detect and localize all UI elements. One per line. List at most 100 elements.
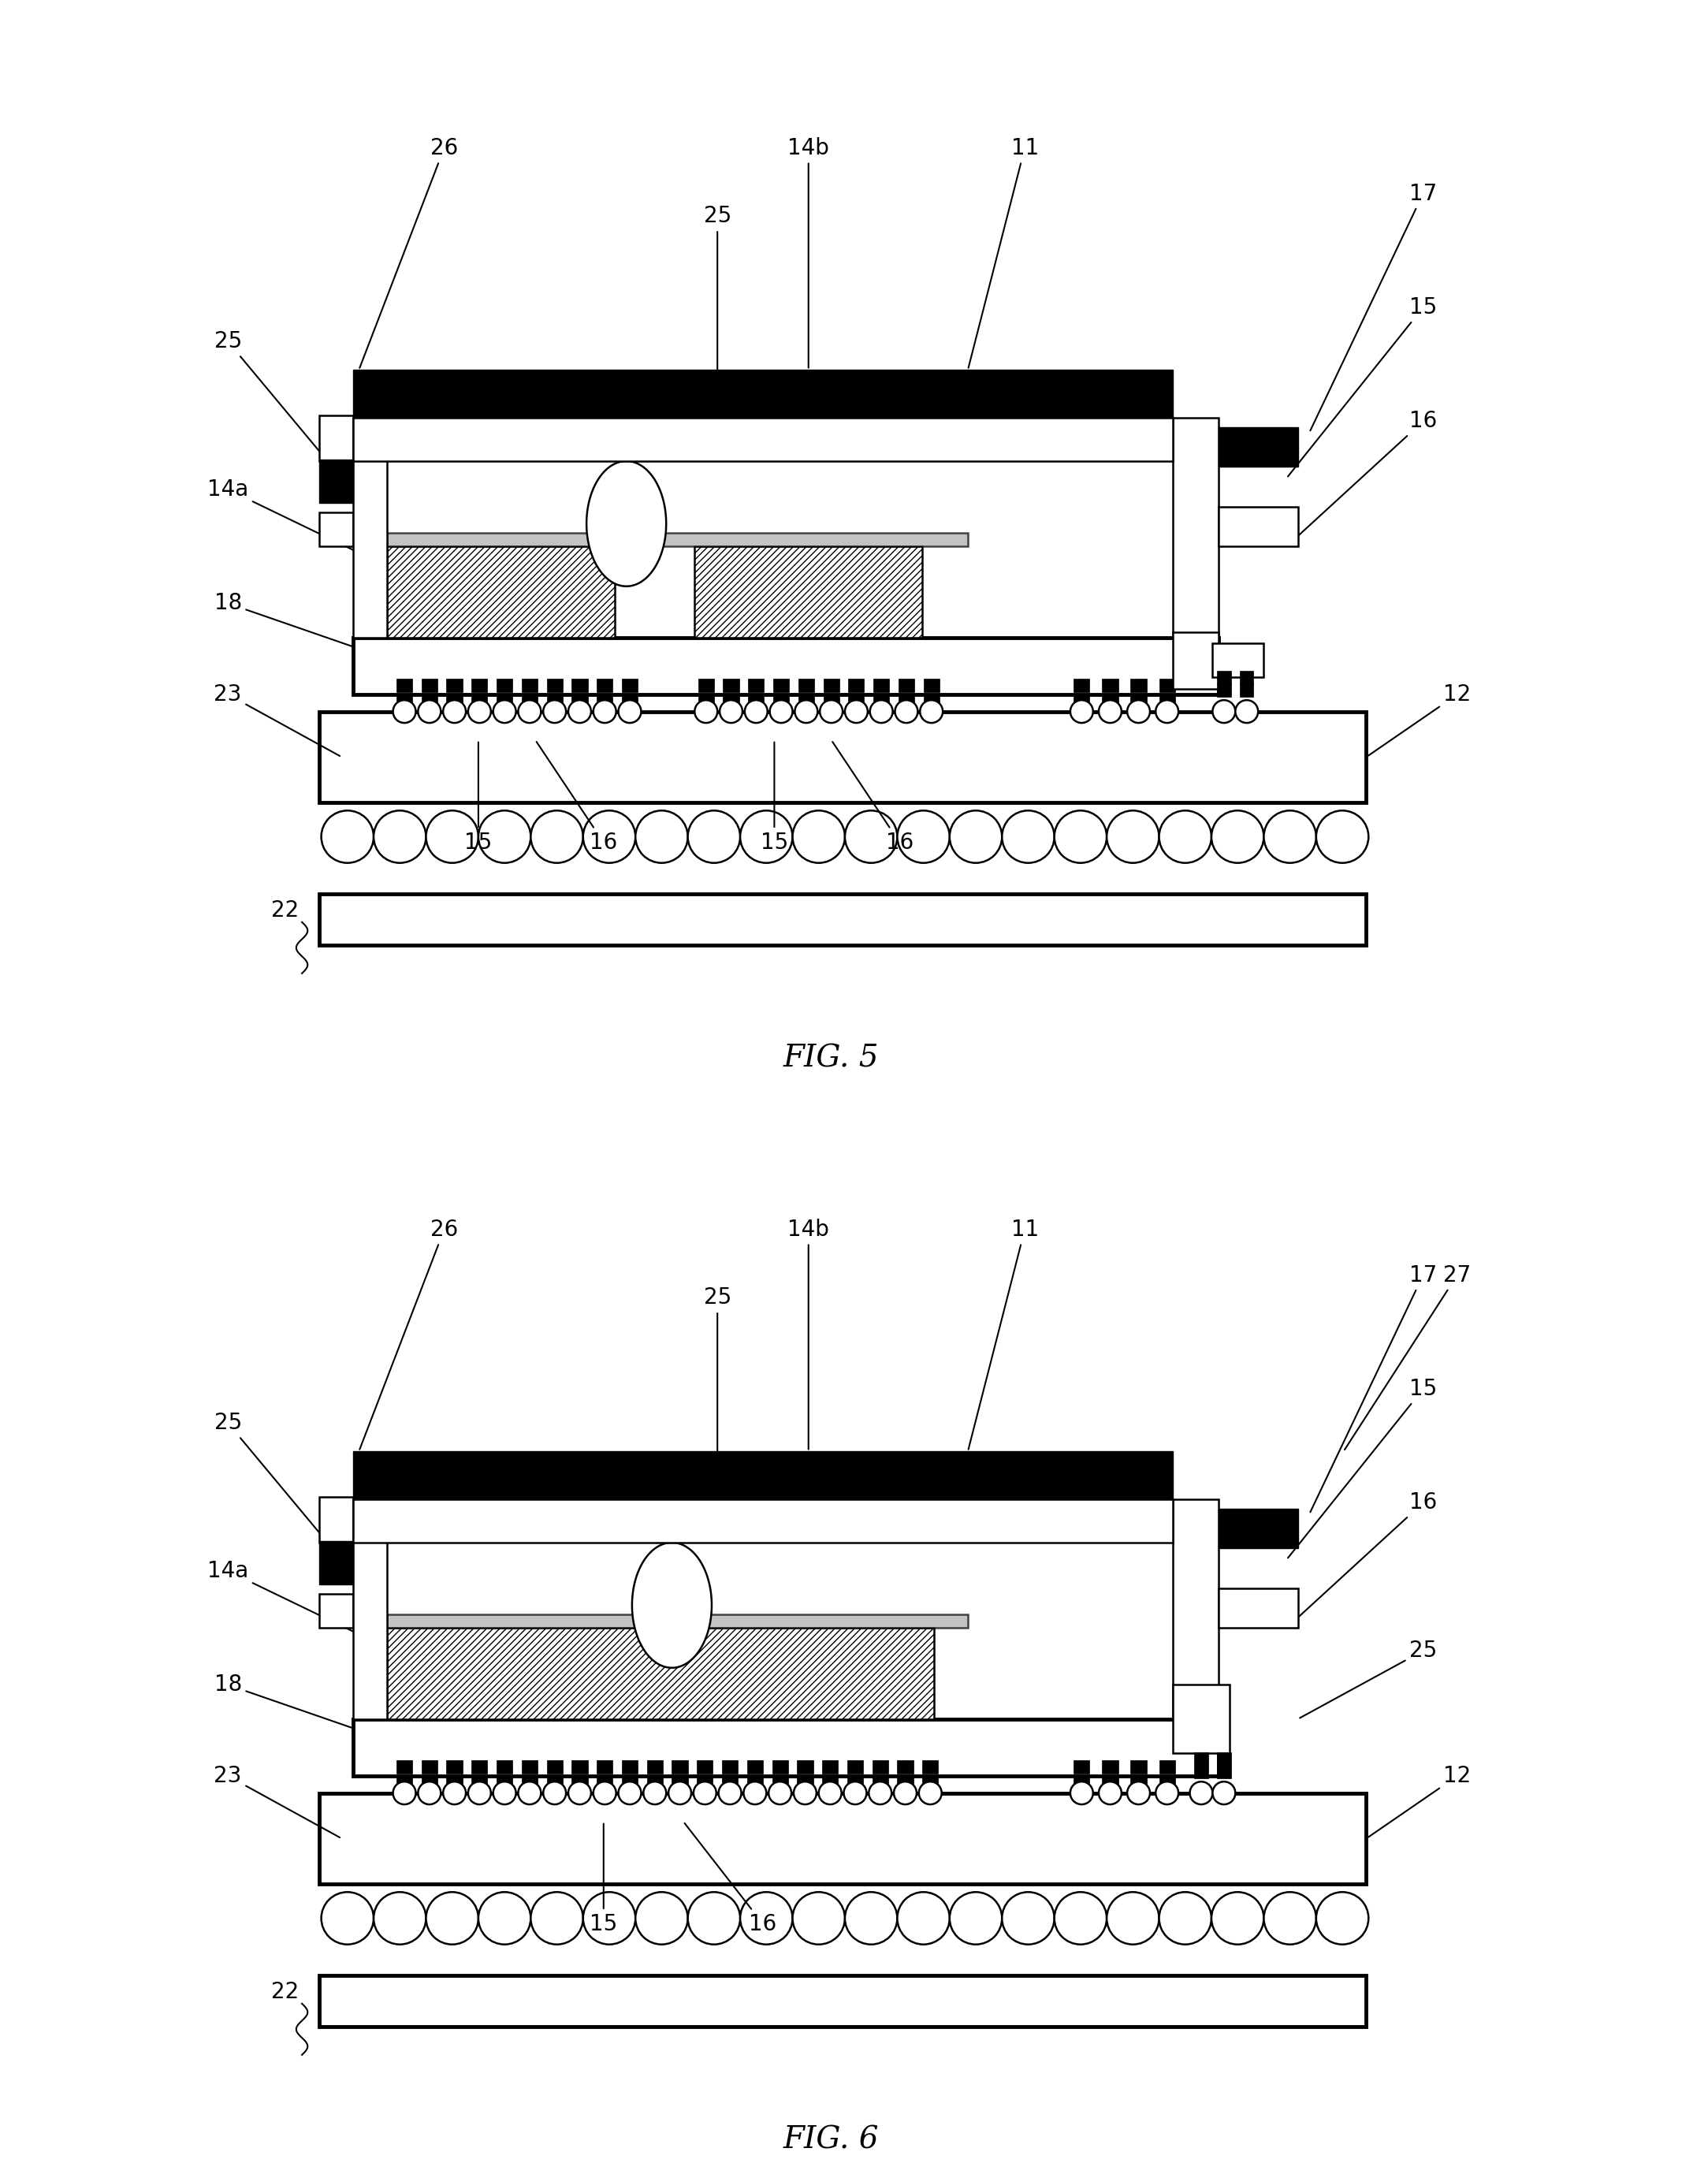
Bar <box>388 532 968 547</box>
Circle shape <box>1317 1893 1368 1945</box>
Circle shape <box>425 1893 478 1945</box>
Text: 15: 15 <box>1288 1378 1436 1557</box>
Text: 17: 17 <box>1310 1263 1436 1512</box>
Circle shape <box>635 811 688 863</box>
Circle shape <box>1213 1782 1235 1804</box>
Bar <box>746 1761 763 1774</box>
Bar <box>1218 671 1231 684</box>
Bar <box>671 1776 688 1789</box>
Bar <box>722 694 740 707</box>
Bar <box>497 1776 512 1789</box>
Bar <box>873 679 890 692</box>
Bar <box>722 679 740 692</box>
Bar <box>596 694 613 707</box>
Bar <box>354 638 1218 694</box>
Circle shape <box>644 1782 666 1804</box>
Circle shape <box>845 701 868 722</box>
Bar <box>572 679 588 692</box>
Circle shape <box>582 1893 635 1945</box>
Bar <box>1160 1761 1175 1774</box>
Bar <box>354 1499 388 1720</box>
Circle shape <box>770 701 793 722</box>
Bar <box>823 694 839 707</box>
Circle shape <box>1156 1782 1179 1804</box>
Bar <box>798 679 815 692</box>
Bar <box>1102 694 1119 707</box>
Bar <box>422 1761 437 1774</box>
Circle shape <box>1071 701 1093 722</box>
Circle shape <box>494 701 516 722</box>
Bar <box>497 679 512 692</box>
Circle shape <box>719 701 743 722</box>
Bar <box>924 694 939 707</box>
Bar <box>1074 1761 1090 1774</box>
Circle shape <box>1098 1782 1122 1804</box>
Bar <box>1218 1765 1231 1778</box>
Circle shape <box>442 1782 466 1804</box>
Bar <box>547 694 562 707</box>
Bar <box>823 679 839 692</box>
Bar <box>471 1776 487 1789</box>
Circle shape <box>845 811 897 863</box>
Bar <box>319 415 354 461</box>
Bar <box>1131 679 1146 692</box>
Bar <box>319 1497 354 1542</box>
Circle shape <box>745 701 767 722</box>
Circle shape <box>688 1893 740 1945</box>
Circle shape <box>418 701 441 722</box>
Bar <box>572 694 588 707</box>
Circle shape <box>897 1893 950 1945</box>
Circle shape <box>531 811 582 863</box>
Circle shape <box>688 811 740 863</box>
Bar <box>1173 632 1218 688</box>
Circle shape <box>618 701 640 722</box>
Bar <box>354 417 1173 461</box>
Bar <box>1240 684 1254 696</box>
Circle shape <box>895 701 917 722</box>
Text: 18: 18 <box>214 1674 374 1735</box>
Polygon shape <box>586 461 666 586</box>
Bar <box>873 1776 888 1789</box>
Bar <box>422 1776 437 1789</box>
Bar <box>319 1542 354 1585</box>
Circle shape <box>919 1782 941 1804</box>
Bar <box>319 893 1366 945</box>
Bar <box>1160 694 1175 707</box>
Text: 15: 15 <box>465 742 492 854</box>
Text: 14b: 14b <box>787 136 830 368</box>
Circle shape <box>869 1782 892 1804</box>
Circle shape <box>769 1782 791 1804</box>
Circle shape <box>818 1782 842 1804</box>
Circle shape <box>425 811 478 863</box>
Circle shape <box>531 1893 582 1945</box>
Bar <box>388 547 615 638</box>
Text: 11: 11 <box>968 136 1038 368</box>
Bar <box>1102 1776 1119 1789</box>
Circle shape <box>1264 1893 1317 1945</box>
Bar <box>596 1761 613 1774</box>
Bar <box>1074 679 1090 692</box>
Circle shape <box>543 1782 565 1804</box>
Bar <box>1074 1776 1090 1789</box>
Bar <box>521 1776 538 1789</box>
Bar <box>898 679 914 692</box>
Circle shape <box>719 1782 741 1804</box>
Text: 26: 26 <box>360 1218 458 1449</box>
Circle shape <box>478 1893 531 1945</box>
Circle shape <box>844 1782 866 1804</box>
Bar <box>748 679 763 692</box>
Text: 23: 23 <box>214 1765 340 1839</box>
Bar <box>849 679 864 692</box>
Bar <box>596 679 613 692</box>
Bar <box>388 1614 968 1629</box>
Circle shape <box>569 701 591 722</box>
Bar <box>847 1761 863 1774</box>
Bar <box>1131 694 1146 707</box>
Bar <box>422 694 437 707</box>
Circle shape <box>1071 1782 1093 1804</box>
Bar <box>1160 1776 1175 1789</box>
Circle shape <box>321 811 374 863</box>
Circle shape <box>1211 811 1264 863</box>
Bar <box>319 712 1366 802</box>
Circle shape <box>494 1782 516 1804</box>
